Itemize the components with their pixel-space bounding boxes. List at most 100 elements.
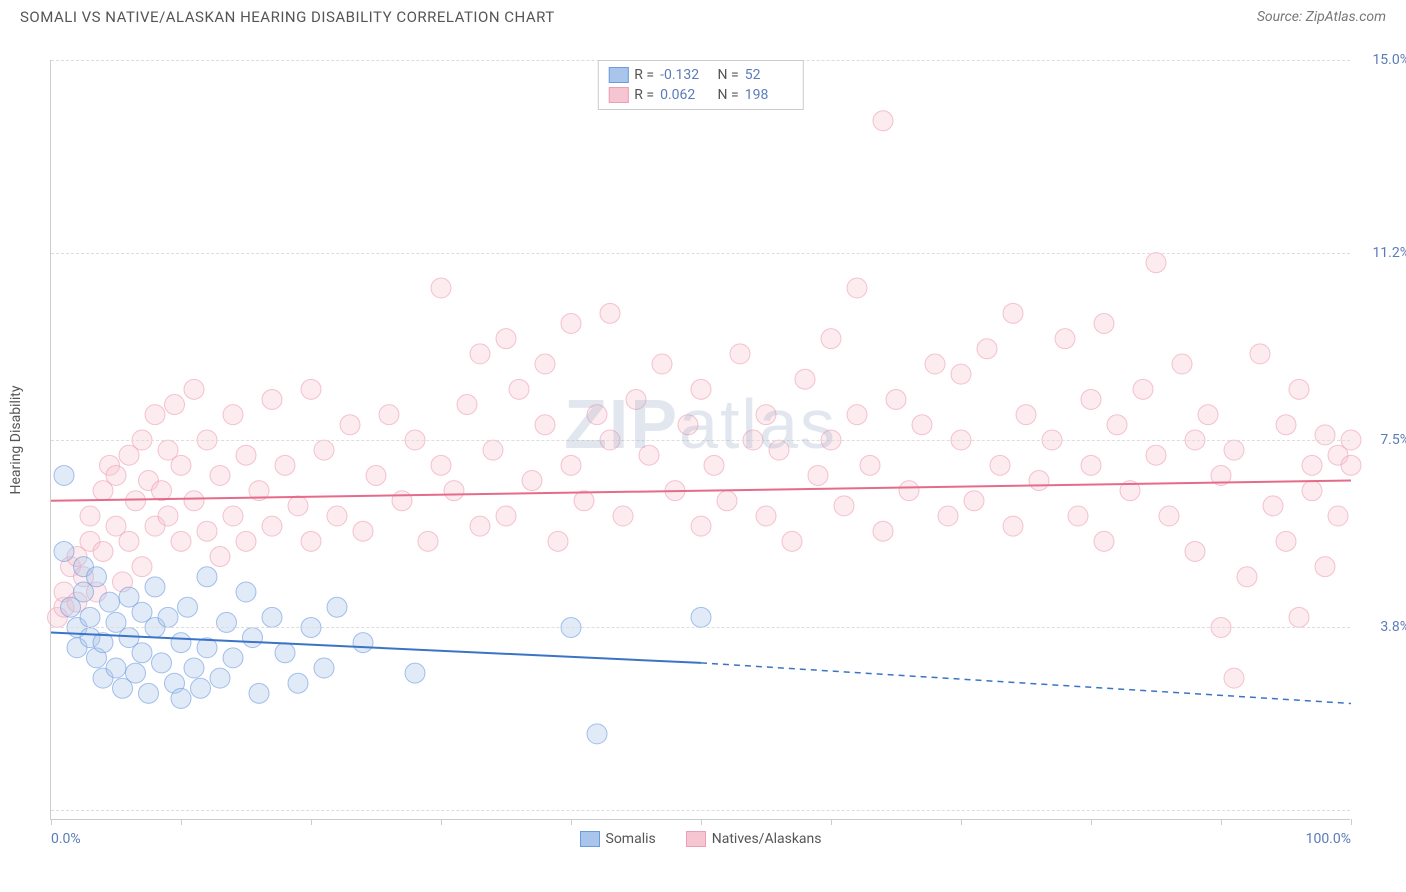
x-tick <box>961 819 962 825</box>
scatter-point <box>509 379 529 399</box>
chart-plot-area: Hearing Disability R = -0.132 N = 52R = … <box>50 60 1350 820</box>
scatter-point <box>288 673 308 693</box>
y-tick-label: 3.8% <box>1380 619 1406 635</box>
scatter-point <box>178 597 198 617</box>
scatter-point <box>873 521 893 541</box>
legend-r-value: 0.062 <box>660 87 708 103</box>
scatter-point <box>262 389 282 409</box>
scatter-point <box>1107 415 1127 435</box>
scatter-point <box>217 612 237 632</box>
scatter-point <box>100 592 120 612</box>
x-tick <box>1221 819 1222 825</box>
scatter-point <box>1055 329 1075 349</box>
scatter-point <box>483 440 503 460</box>
scatter-point <box>262 607 282 627</box>
scatter-point <box>600 303 620 323</box>
scatter-point <box>223 506 243 526</box>
scatter-point <box>353 521 373 541</box>
scatter-point <box>171 633 191 653</box>
scatter-point <box>860 455 880 475</box>
scatter-point <box>847 278 867 298</box>
scatter-point <box>288 496 308 516</box>
x-tick-label: 100.0% <box>1306 831 1351 847</box>
scatter-point <box>431 278 451 298</box>
scatter-point <box>1315 425 1335 445</box>
x-tick <box>441 819 442 825</box>
scatter-point <box>769 440 789 460</box>
scatter-point <box>574 491 594 511</box>
gridline <box>51 810 1350 811</box>
scatter-point <box>223 405 243 425</box>
series-legend: Somalis Natives/Alaskans <box>580 831 822 847</box>
scatter-point <box>1159 506 1179 526</box>
legend-n-label: N = <box>714 67 739 83</box>
scatter-point <box>139 683 159 703</box>
scatter-point <box>808 465 828 485</box>
scatter-point <box>561 455 581 475</box>
scatter-point <box>54 465 74 485</box>
scatter-point <box>444 481 464 501</box>
scatter-point <box>691 516 711 536</box>
scatter-point <box>691 607 711 627</box>
scatter-point <box>938 506 958 526</box>
scatter-point <box>1276 415 1296 435</box>
scatter-point <box>132 557 152 577</box>
scatter-point <box>327 597 347 617</box>
legend-label: Somalis <box>606 831 656 847</box>
legend-row: R = 0.062 N = 198 <box>608 85 792 105</box>
legend-r-label: R = <box>634 67 654 83</box>
scatter-point <box>171 455 191 475</box>
x-tick <box>701 819 702 825</box>
legend-row: R = -0.132 N = 52 <box>608 65 792 85</box>
scatter-point <box>756 405 776 425</box>
scatter-point <box>964 491 984 511</box>
scatter-point <box>1198 405 1218 425</box>
scatter-point <box>210 547 230 567</box>
scatter-point <box>548 531 568 551</box>
scatter-point <box>1016 405 1036 425</box>
legend-r-label: R = <box>634 87 654 103</box>
scatter-point <box>184 658 204 678</box>
scatter-point <box>626 389 646 409</box>
scatter-point <box>678 415 698 435</box>
scatter-point <box>1068 506 1088 526</box>
scatter-point <box>535 415 555 435</box>
scatter-point <box>925 354 945 374</box>
scatter-point <box>639 445 659 465</box>
scatter-point <box>301 531 321 551</box>
scatter-point <box>535 354 555 374</box>
legend-n-label: N = <box>714 87 739 103</box>
scatter-point <box>730 344 750 364</box>
legend-swatch <box>608 67 628 83</box>
scatter-point <box>756 506 776 526</box>
scatter-point <box>652 354 672 374</box>
correlation-legend: R = -0.132 N = 52R = 0.062 N = 198 <box>597 60 803 110</box>
scatter-point <box>80 607 100 627</box>
scatter-point <box>821 329 841 349</box>
scatter-point <box>587 405 607 425</box>
scatter-point <box>1341 455 1361 475</box>
y-tick-label: 15.0% <box>1372 52 1406 68</box>
scatter-point <box>1289 607 1309 627</box>
scatter-point <box>152 653 172 673</box>
scatter-point <box>1081 455 1101 475</box>
scatter-point <box>470 344 490 364</box>
scatter-point <box>1302 455 1322 475</box>
scatter-point <box>782 531 802 551</box>
scatter-point <box>93 541 113 561</box>
scatter-point <box>1185 541 1205 561</box>
scatter-point <box>496 506 516 526</box>
legend-label: Natives/Alaskans <box>712 831 822 847</box>
scatter-point <box>145 405 165 425</box>
scatter-point <box>236 582 256 602</box>
y-tick-label: 11.2% <box>1372 245 1406 261</box>
scatter-point <box>1250 344 1270 364</box>
scatter-point <box>191 678 211 698</box>
scatter-point <box>132 643 152 663</box>
scatter-point <box>1224 440 1244 460</box>
scatter-point <box>249 683 269 703</box>
scatter-point <box>126 663 146 683</box>
scatter-point <box>899 481 919 501</box>
scatter-point <box>405 663 425 683</box>
scatter-point <box>165 395 185 415</box>
